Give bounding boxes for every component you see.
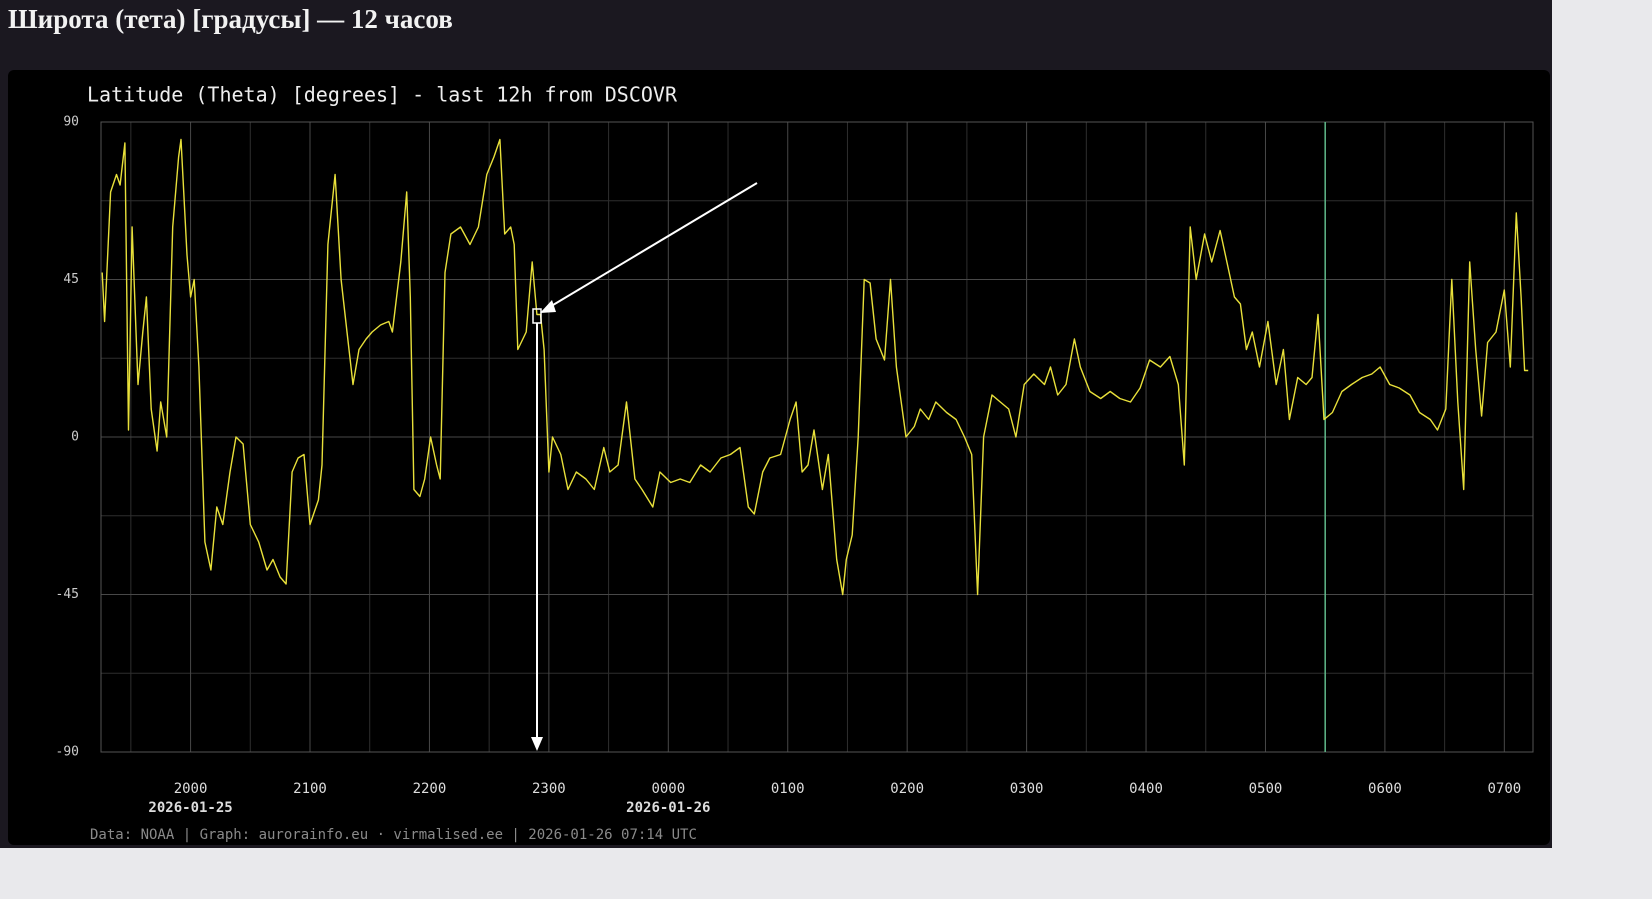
chart-title: Latitude (Theta) [degrees] - last 12h fr…	[87, 83, 678, 107]
x-tick-label: 2200	[413, 781, 447, 797]
data-line	[101, 138, 1529, 596]
y-tick-label: -45	[56, 587, 79, 602]
x-tick-label: 0200	[890, 781, 924, 797]
y-tick-label: 90	[63, 115, 79, 130]
annotation-arrows	[531, 182, 758, 751]
x-tick-label: 0100	[771, 781, 805, 797]
y-tick-label: -90	[56, 745, 79, 760]
y-tick-label: 0	[71, 430, 79, 445]
date-label: 2026-01-26	[626, 800, 710, 816]
chart: Latitude (Theta) [degrees] - last 12h fr…	[8, 70, 1550, 845]
x-tick-label: 0600	[1368, 781, 1402, 797]
date-label: 2026-01-25	[148, 800, 232, 816]
page-title: Широта (тета) [градусы] — 12 часов	[8, 4, 453, 34]
x-tick-label: 0000	[651, 781, 685, 797]
x-tick-label: 0300	[1010, 781, 1044, 797]
footer: Data: NOAA | Graph: aurorainfo.eu · virm…	[90, 827, 697, 843]
x-tick-label: 2100	[293, 781, 327, 797]
plot-frame	[100, 121, 1534, 753]
x-tick-label: 2000	[174, 781, 208, 797]
x-tick-label: 0400	[1129, 781, 1163, 797]
x-tick-label: 0700	[1487, 781, 1521, 797]
chart-panel	[8, 70, 1550, 845]
y-tick-label: 45	[63, 272, 79, 287]
x-tick-label: 0500	[1249, 781, 1283, 797]
x-tick-label: 2300	[532, 781, 566, 797]
